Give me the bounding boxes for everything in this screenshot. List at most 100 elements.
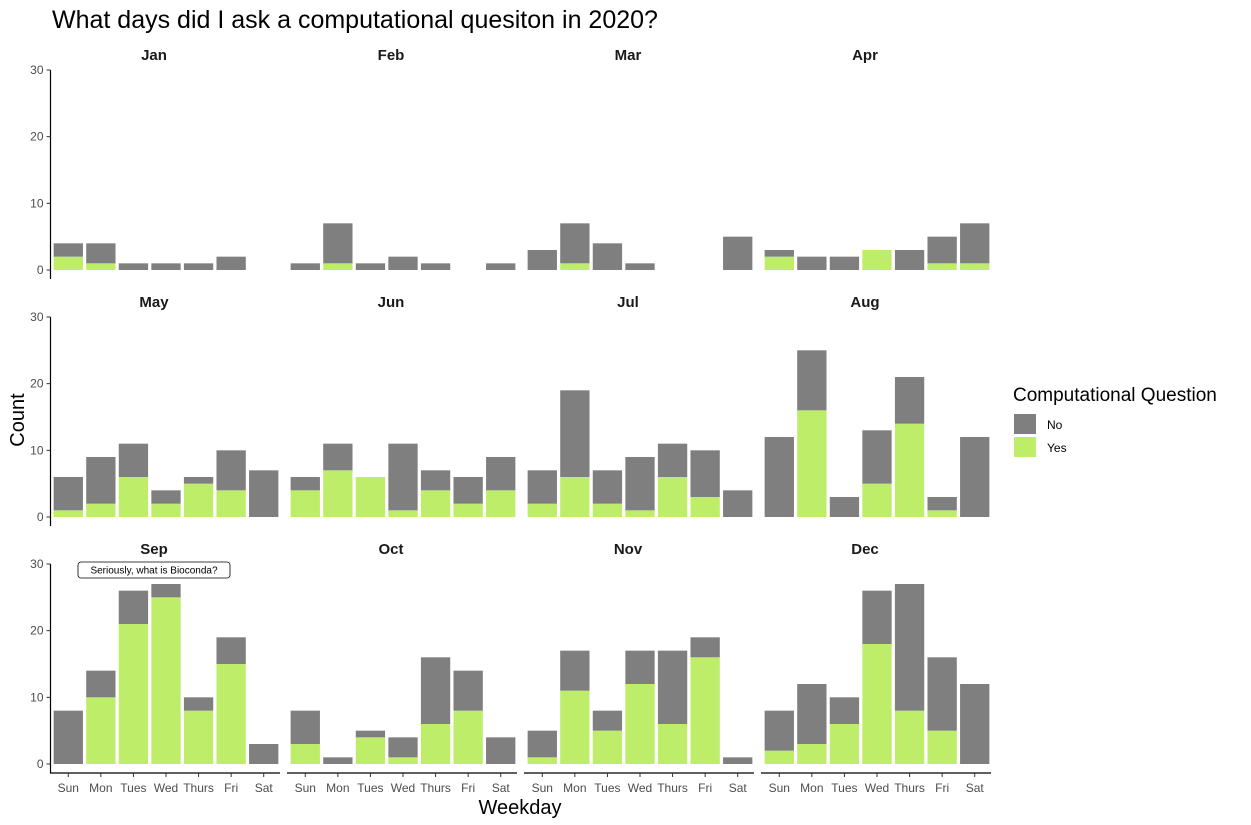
bar-no-sat — [723, 236, 753, 270]
x-tick-label: Wed — [391, 781, 415, 795]
bar-no-tues — [355, 263, 386, 270]
bar-no-sun — [527, 730, 557, 758]
bar-no-mon — [323, 223, 353, 264]
bar-yes-sun — [764, 256, 794, 270]
bar-no-wed — [388, 256, 418, 270]
bar-no-sat — [723, 490, 753, 517]
y-tick-label: 0 — [37, 510, 44, 524]
bar-no-wed — [625, 650, 655, 684]
bar-yes-wed — [862, 643, 892, 764]
x-tick-label: Tues — [120, 781, 146, 795]
bar-yes-mon — [86, 263, 116, 270]
bar-yes-mon — [560, 690, 590, 764]
bar-no-fri — [216, 637, 246, 664]
bar-no-thurs — [420, 470, 451, 491]
bar-no-tues — [118, 443, 149, 477]
y-tick-label: 30 — [30, 557, 44, 571]
bar-no-thurs — [894, 376, 925, 424]
bar-no-thurs — [420, 657, 451, 724]
bar-no-thurs — [894, 583, 925, 711]
x-tick-label: Mon — [800, 781, 823, 795]
facet-panel-may: May 0 10 20 30 — [30, 294, 279, 526]
x-tick-label: Sat — [255, 781, 274, 795]
bar-no-wed — [625, 456, 655, 511]
bar-no-wed — [388, 737, 418, 758]
y-tick-label: 30 — [30, 310, 44, 324]
bar-yes-sun — [527, 757, 557, 764]
bar-yes-wed — [388, 510, 418, 517]
bar-yes-mon — [797, 410, 827, 517]
y-tick-label: 20 — [30, 130, 44, 144]
y-tick-label: 0 — [37, 757, 44, 771]
bar-no-mon — [560, 650, 590, 691]
x-tick-label: Fri — [224, 781, 238, 795]
bar-yes-sun — [527, 503, 557, 517]
bar-yes-mon — [86, 697, 116, 764]
bar-no-mon — [86, 456, 116, 504]
facet-title: Dec — [851, 541, 879, 558]
facet-title: May — [139, 294, 169, 311]
bar-no-sat — [960, 683, 990, 764]
bar-no-wed — [151, 490, 181, 504]
y-tick-label: 20 — [30, 624, 44, 638]
bar-no-wed — [862, 430, 892, 484]
bar-yes-wed — [862, 483, 892, 517]
facet-title: Sep — [140, 541, 168, 558]
bar-yes-mon — [86, 503, 116, 517]
bar-no-tues — [592, 243, 623, 270]
bar-no-mon — [560, 390, 590, 477]
x-tick-label: Sat — [492, 781, 511, 795]
bar-yes-tues — [355, 737, 386, 764]
bar-yes-tues — [592, 503, 623, 517]
legend-title: Computational Question — [1013, 385, 1217, 406]
facet-panel-jul: Jul — [527, 294, 753, 517]
facet-title: Mar — [615, 47, 642, 64]
bar-no-mon — [797, 350, 827, 411]
bar-no-mon — [323, 757, 353, 764]
facet-panel-oct: Oct Sun Mon Tues Wed Thurs Fri Sat — [287, 541, 517, 795]
bar-yes-fri — [927, 510, 957, 517]
bar-no-thurs — [183, 476, 214, 484]
bar-no-mon — [797, 683, 827, 744]
y-tick-label: 10 — [30, 196, 44, 210]
facet-panel-aug: Aug — [764, 294, 990, 517]
bar-no-sun — [764, 249, 794, 257]
bar-yes-sun — [290, 743, 320, 764]
bar-no-fri — [690, 637, 720, 658]
bar-no-thurs — [183, 263, 214, 270]
facet-panel-nov: Nov Sun Mon Tues Wed Thurs Fri Sat — [524, 541, 754, 795]
facet-title: Nov — [614, 541, 643, 558]
bar-no-mon — [560, 223, 590, 264]
bar-yes-sat — [486, 490, 516, 517]
bar-no-sun — [53, 476, 83, 511]
bar-yes-fri — [927, 730, 957, 764]
bar-yes-wed — [388, 757, 418, 764]
x-tick-label: Sat — [729, 781, 748, 795]
bar-yes-wed — [625, 683, 655, 764]
facet-title: Aug — [850, 294, 879, 311]
bar-no-fri — [216, 256, 246, 270]
bar-no-tues — [118, 263, 149, 270]
chart-title: What days did I ask a computational ques… — [52, 6, 658, 34]
x-tick-label: Fri — [461, 781, 475, 795]
facet-title: Jun — [378, 294, 405, 311]
facet-panel-dec: Dec Sun Mon Tues Wed Thurs Fri Sat — [761, 541, 991, 795]
bar-no-sun — [53, 710, 83, 764]
bar-yes-thurs — [894, 423, 925, 517]
x-tick-label: Thurs — [894, 781, 925, 795]
bar-no-sun — [764, 436, 794, 517]
bar-no-thurs — [657, 650, 688, 724]
y-tick-label: 20 — [30, 377, 44, 391]
bar-no-thurs — [657, 443, 688, 477]
x-tick-label: Wed — [154, 781, 178, 795]
bar-no-wed — [625, 263, 655, 270]
bar-no-thurs — [183, 697, 214, 711]
bar-no-thurs — [420, 263, 451, 270]
bar-no-tues — [592, 470, 623, 504]
bar-yes-mon — [323, 470, 353, 517]
bar-yes-fri — [927, 263, 957, 270]
bar-no-tues — [592, 710, 623, 731]
annotation-box — [77, 561, 231, 579]
bar-yes-thurs — [657, 723, 688, 764]
bar-no-tues — [355, 730, 386, 738]
